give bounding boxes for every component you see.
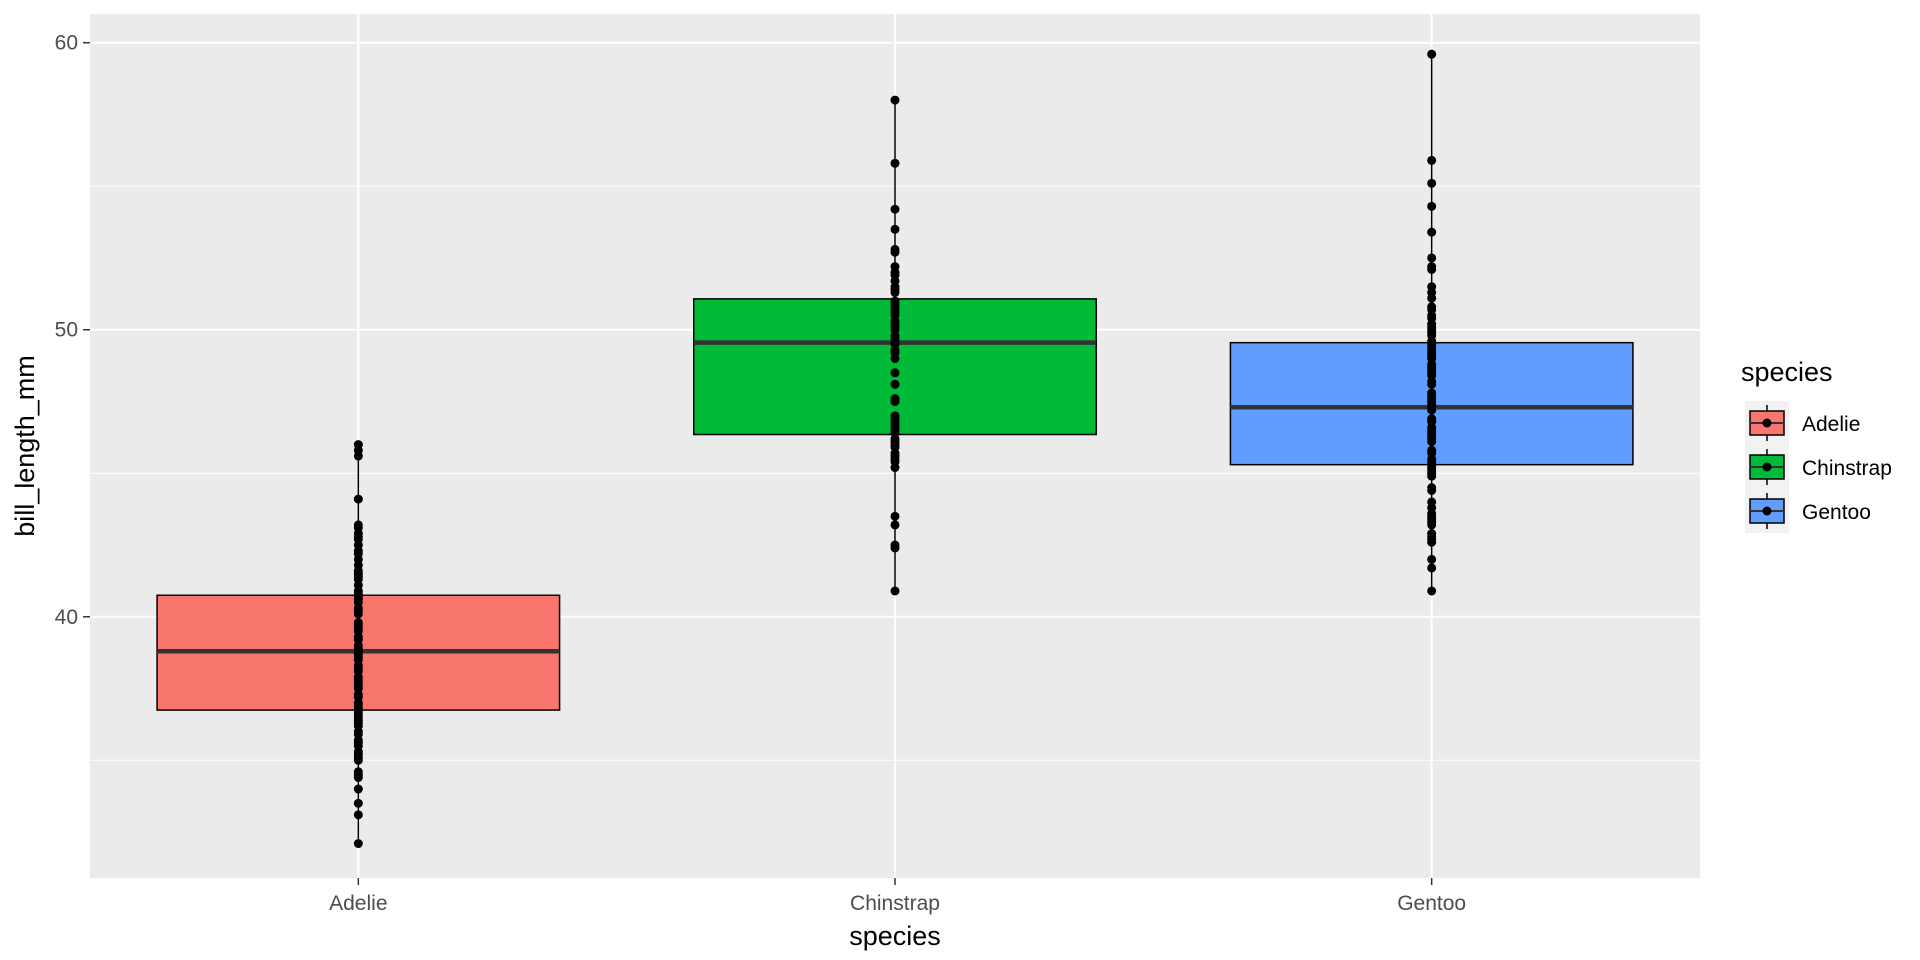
data-point — [890, 540, 900, 550]
legend-items: Adelie Chinstrap Gentoo — [1745, 401, 1892, 533]
data-point — [1427, 445, 1437, 455]
data-point — [1427, 414, 1437, 424]
data-point — [353, 618, 363, 628]
data-point — [890, 394, 900, 404]
data-point — [1427, 497, 1437, 507]
data-point — [1427, 302, 1437, 312]
data-point — [890, 158, 900, 168]
data-point — [1427, 388, 1437, 398]
legend: species Adelie Chinstrap Gentoo — [1741, 357, 1892, 533]
x-axis: Adelie Chinstrap Gentoo — [329, 878, 1466, 915]
data-point — [353, 810, 363, 820]
legend-title: species — [1741, 357, 1833, 387]
x-tick-label: Chinstrap — [850, 892, 940, 915]
y-tick-label: 40 — [55, 606, 78, 629]
data-point — [1427, 253, 1437, 263]
data-point — [890, 204, 900, 214]
x-axis-title: species — [849, 921, 941, 951]
data-point — [890, 368, 900, 378]
data-point — [353, 767, 363, 777]
data-point — [1427, 529, 1437, 539]
data-point — [353, 440, 363, 450]
data-point — [890, 224, 900, 234]
data-point — [353, 798, 363, 808]
legend-key-point — [1762, 462, 1772, 472]
data-point — [890, 511, 900, 521]
data-point — [1427, 563, 1437, 573]
y-tick-label: 60 — [55, 32, 78, 55]
data-point — [353, 839, 363, 849]
data-point — [890, 379, 900, 389]
data-point — [890, 296, 900, 306]
y-axis: 40 50 60 — [55, 32, 90, 629]
data-point — [353, 784, 363, 794]
legend-label-chinstrap: Chinstrap — [1802, 457, 1892, 480]
data-point — [890, 244, 900, 254]
data-point — [1427, 49, 1437, 59]
data-point — [353, 520, 363, 530]
data-point — [1427, 201, 1437, 211]
data-point — [1427, 483, 1437, 493]
legend-key-point — [1762, 506, 1772, 516]
legend-label-gentoo: Gentoo — [1802, 501, 1871, 524]
data-point — [1427, 178, 1437, 188]
legend-label-adelie: Adelie — [1802, 413, 1860, 436]
plot-panel — [90, 14, 1700, 878]
data-point — [1427, 227, 1437, 237]
data-point — [353, 494, 363, 504]
data-point — [890, 95, 900, 105]
x-tick-label: Adelie — [329, 892, 387, 915]
legend-key-point — [1762, 418, 1772, 428]
data-point — [1427, 155, 1437, 165]
data-point — [890, 411, 900, 421]
x-tick-label: Gentoo — [1397, 892, 1466, 915]
y-tick-label: 50 — [55, 319, 78, 342]
data-point — [1427, 586, 1437, 596]
y-axis-title: bill_length_mm — [10, 355, 40, 537]
data-point — [1427, 262, 1437, 272]
data-point — [890, 520, 900, 530]
data-point — [890, 586, 900, 596]
data-point — [1427, 282, 1437, 292]
point-layer — [353, 49, 1437, 849]
data-point — [890, 262, 900, 272]
data-point — [1427, 554, 1437, 564]
